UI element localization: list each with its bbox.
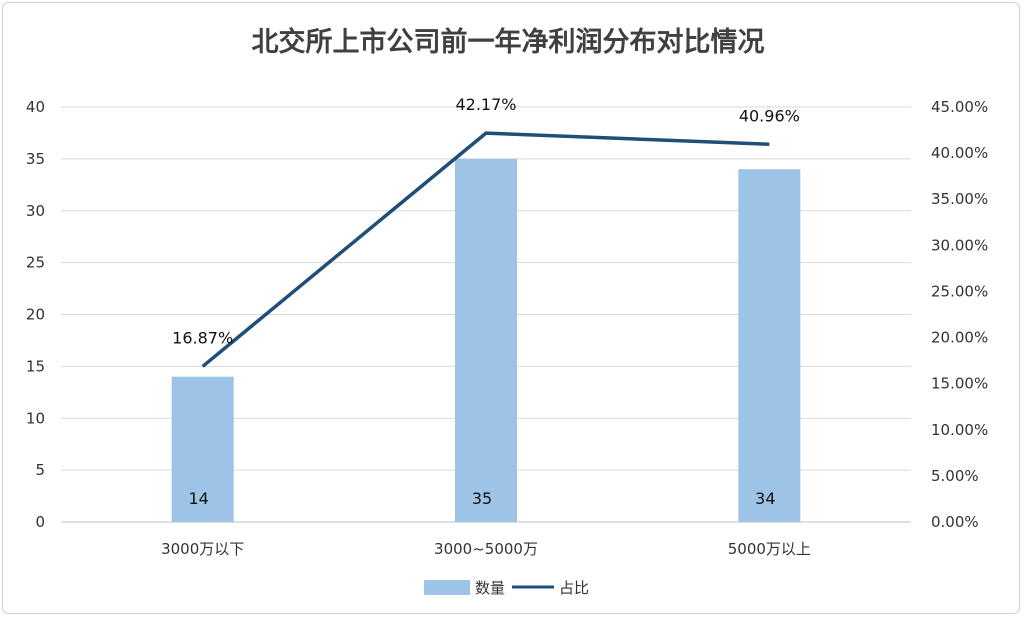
combo-chart: 北交所上市公司前一年净利润分布对比情况 0 5 10 15 20 25 30 35 40 0.0… bbox=[26, 26, 988, 597]
left-tick-label: 35 bbox=[26, 150, 45, 168]
bar-series bbox=[171, 158, 801, 522]
left-tick-label: 30 bbox=[26, 202, 45, 220]
left-axis-ticks: 0 5 10 15 20 25 30 35 40 bbox=[26, 98, 45, 531]
category-labels: 3000万以下 3000~5000万 5000万以上 bbox=[161, 540, 811, 558]
right-tick-label: 20.00% bbox=[931, 329, 988, 347]
left-tick-label: 25 bbox=[26, 254, 45, 272]
legend: 数量 占比 bbox=[424, 579, 589, 597]
right-tick-label: 40.00% bbox=[931, 144, 988, 162]
category-label: 5000万以上 bbox=[728, 540, 811, 558]
legend-label-bar: 数量 bbox=[475, 579, 505, 597]
right-tick-label: 0.00% bbox=[931, 513, 979, 531]
legend-label-line: 占比 bbox=[559, 579, 589, 597]
left-tick-label: 20 bbox=[26, 306, 45, 324]
line-series bbox=[201, 131, 770, 368]
left-tick-label: 5 bbox=[35, 461, 45, 479]
line-data-label: 40.96% bbox=[739, 106, 800, 125]
right-tick-label: 25.00% bbox=[931, 282, 988, 300]
line-data-label: 42.17% bbox=[455, 95, 516, 114]
category-label: 3000~5000万 bbox=[434, 540, 538, 558]
right-tick-label: 5.00% bbox=[931, 467, 979, 485]
data-labels: 14 35 34 16.87% 42.17% 40.96% bbox=[172, 95, 800, 508]
left-tick-label: 0 bbox=[35, 513, 45, 531]
line-data-label: 16.87% bbox=[172, 328, 233, 347]
category-label: 3000万以下 bbox=[161, 540, 244, 558]
bar-data-label: 35 bbox=[472, 489, 492, 508]
chart-title: 北交所上市公司前一年净利润分布对比情况 bbox=[252, 26, 765, 58]
bar bbox=[171, 376, 234, 522]
left-tick-label: 40 bbox=[26, 98, 45, 116]
right-tick-label: 15.00% bbox=[931, 375, 988, 393]
right-tick-label: 30.00% bbox=[931, 236, 988, 254]
right-axis-ticks: 0.00% 5.00% 10.00% 15.00% 20.00% 25.00% 30.00%… bbox=[931, 98, 988, 531]
bar bbox=[455, 158, 517, 522]
left-tick-label: 15 bbox=[26, 357, 45, 375]
bar-data-label: 14 bbox=[188, 489, 208, 508]
left-tick-label: 10 bbox=[26, 409, 45, 427]
bar bbox=[738, 169, 801, 522]
bar-data-label: 34 bbox=[755, 489, 775, 508]
legend-swatch-bar bbox=[424, 580, 470, 595]
right-tick-label: 45.00% bbox=[931, 98, 988, 116]
right-tick-label: 10.00% bbox=[931, 421, 988, 439]
right-tick-label: 35.00% bbox=[931, 190, 988, 208]
